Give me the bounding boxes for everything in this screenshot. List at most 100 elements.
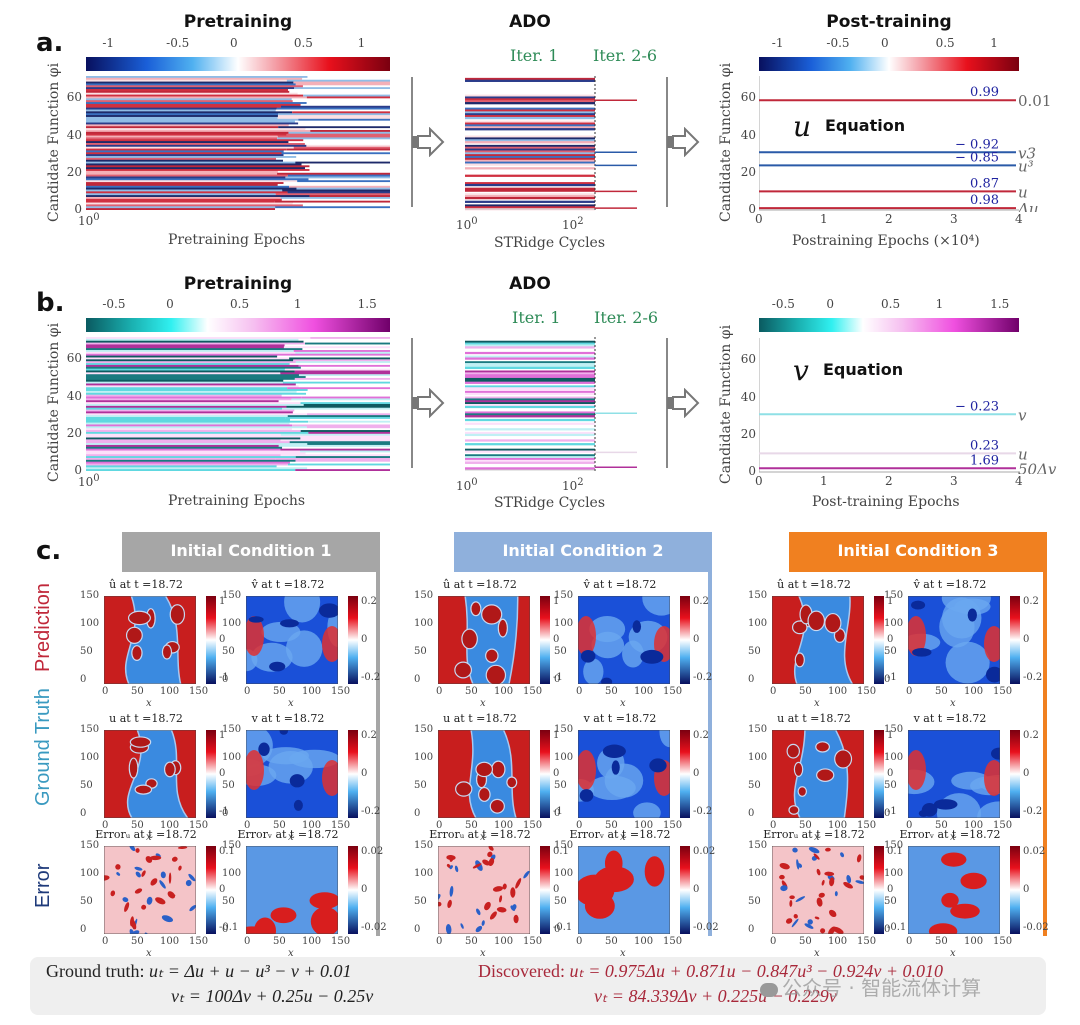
heatmap-stripe (308, 178, 390, 181)
map-title: v at t =18.72 (251, 712, 325, 725)
b-pretraining-xlabel: Pretraining Epochs (168, 493, 306, 509)
map-ytick: 50 (80, 896, 93, 907)
heatmap-stripe (465, 115, 595, 118)
map-ytick: 150 (554, 840, 574, 851)
heatmap-stripe (307, 443, 390, 446)
colorbar-tick: -0.2 (1023, 806, 1043, 817)
map-title: û at t =18.72 (109, 578, 183, 591)
heatmap-stripe (300, 430, 390, 433)
heatmap-stripe (307, 467, 390, 470)
term-label: Δu (1017, 200, 1039, 212)
heatmap-stripe (86, 417, 286, 420)
heatmap-stripe (465, 400, 595, 403)
heatmap-stripe (86, 87, 295, 90)
heatmap-stripe (465, 148, 595, 151)
colorbar-tick: -0.1 (219, 922, 239, 933)
y-tick: 40 (740, 389, 756, 404)
map-xtick: 150 (331, 686, 351, 697)
map-ytick: 50 (748, 780, 761, 791)
a-pretraining-colorbar-ticks: -1 -0.5 0 0.5 1 (86, 36, 390, 52)
heatmap-stripe (289, 441, 390, 444)
heatmap-stripe (280, 433, 390, 437)
map-xtick: 50 (935, 686, 948, 697)
heatmap-stripe (86, 433, 281, 437)
heatmap-stripe (309, 165, 390, 168)
term-label: u³ (1018, 157, 1034, 175)
colorbar-tick: 1 (293, 297, 302, 311)
heatmap-stripe (86, 338, 299, 342)
heatmap-stripe (465, 402, 595, 405)
ic3-frame-edge (1043, 572, 1047, 936)
colorbar-tick: 0 (219, 768, 226, 779)
map-xtick: 150 (189, 686, 209, 697)
b-post-colorbar-ticks: -0.5 0 0.5 1 1.5 (759, 297, 1019, 313)
colorbar-tick: -1 (102, 36, 115, 50)
heatmap-stripe (86, 396, 302, 399)
heatmap-stripe (465, 422, 595, 425)
colorbar-tick: 0 (553, 634, 560, 645)
ground-truth-label: Ground truth: (46, 961, 145, 981)
heatmap-stripe (86, 189, 283, 192)
heatmap-stripe (300, 450, 390, 453)
heatmap-stripe (86, 420, 309, 424)
map-title: û at t =18.72 (443, 578, 517, 591)
colorbar-tick: 0 (553, 768, 560, 779)
map-ytick: 50 (884, 780, 897, 791)
equation-box (30, 957, 1046, 1015)
map-xtick: 100 (634, 686, 654, 697)
heatmap-stripe (465, 456, 595, 459)
heatmap-stripe (465, 443, 595, 446)
map-colorbar (540, 730, 550, 818)
field-heatmap (246, 846, 338, 934)
heatmap-stripe (86, 126, 279, 129)
wechat-icon (760, 982, 778, 997)
heatmap-stripe (305, 342, 390, 345)
heatmap-stripe (280, 448, 390, 451)
map-xtick: 150 (857, 820, 877, 831)
heatmap-stripe (303, 404, 390, 407)
heatmap-stripe (86, 204, 303, 207)
x-tick: 2 (885, 474, 893, 488)
colorbar-tick: 0 (881, 36, 889, 50)
heatmap-stripe (86, 94, 304, 97)
map-title: v̂ at t =18.72 (913, 578, 987, 591)
heatmap-stripe (465, 135, 595, 138)
map-ytick: 50 (554, 780, 567, 791)
heatmap-stripe (300, 402, 390, 405)
heatmap-stripe (282, 407, 390, 410)
heatmap-stripe (294, 120, 390, 123)
heatmap-stripe (86, 208, 276, 210)
map-xtick: 100 (634, 820, 654, 831)
heatmap-stripe (275, 208, 390, 210)
map-ytick: 0 (222, 674, 229, 685)
b-post-colorbar (759, 318, 1019, 332)
heatmap-stripe (298, 374, 390, 377)
term-label: 0.01 (1018, 92, 1051, 110)
heatmap-stripe (86, 364, 299, 368)
heatmap-stripe (86, 459, 296, 463)
map-ytick: 0 (748, 674, 755, 685)
heatmap-stripe (465, 116, 595, 120)
map-title: u at t =18.72 (443, 712, 517, 725)
heatmap-stripe (287, 174, 390, 177)
heatmap-stripe (86, 187, 297, 190)
heatmap-stripe (278, 126, 390, 129)
colorbar-tick: 0 (219, 884, 226, 895)
heatmap-stripe (277, 135, 390, 138)
heatmap-stripe (465, 355, 595, 358)
heatmap-stripe (293, 350, 390, 353)
b-pretraining-colorbar-ticks: -0.5 0 0.5 1 1.5 (86, 297, 390, 313)
heatmap-stripe (86, 443, 308, 446)
heatmap-stripe (86, 353, 291, 357)
heatmap-stripe (465, 377, 595, 381)
heatmap-stripe (86, 81, 294, 84)
heatmap-stripe (86, 141, 289, 144)
heatmap-stripe (302, 348, 390, 351)
map-xtick: 0 (576, 686, 583, 697)
map-xtick: 150 (523, 686, 543, 697)
ground-truth-u: uₜ = Δu + u − u³ − v + 0.01 (149, 961, 352, 981)
map-xtick: 50 (131, 820, 144, 831)
ic1-title: Initial Condition 1 (170, 541, 332, 560)
heatmap-stripe (86, 107, 277, 110)
b-post-xticks: 0 1 2 3 4 (755, 474, 1023, 490)
